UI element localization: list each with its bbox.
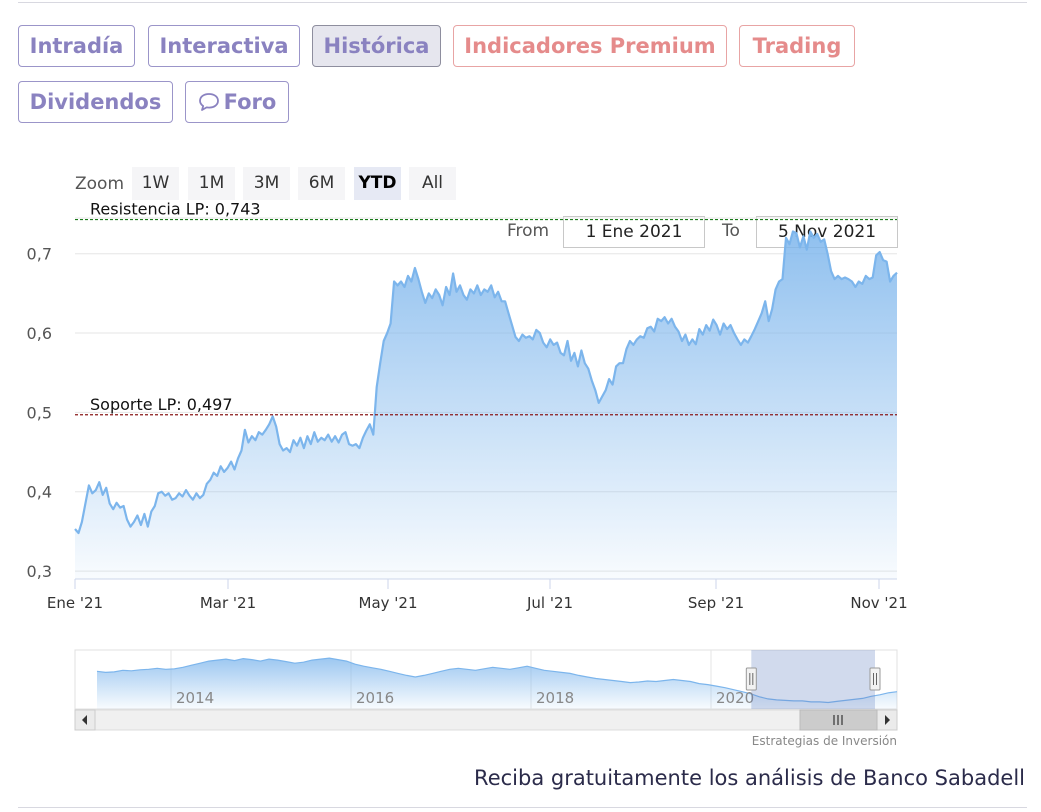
- tab-intradia[interactable]: Intradía: [18, 25, 135, 67]
- navigator-selection: [751, 650, 875, 709]
- x-tick-label: Jul '21: [526, 594, 573, 612]
- x-tick-label: Mar '21: [200, 594, 256, 612]
- y-tick-label: 0,6: [27, 324, 52, 343]
- navigator-year-label: 2018: [536, 689, 574, 707]
- tab-trading[interactable]: Trading: [739, 25, 855, 67]
- y-tick-label: 0,7: [27, 245, 52, 264]
- tab-interactiva[interactable]: Interactiva: [148, 25, 300, 67]
- x-tick-label: Ene '21: [47, 594, 103, 612]
- tab-foro[interactable]: Foro: [185, 81, 289, 123]
- newsletter-cta[interactable]: Reciba gratuitamente los análisis de Ban…: [474, 766, 1025, 790]
- navigator-frame: [74, 649, 898, 710]
- x-tick-label: Sep '21: [688, 594, 744, 612]
- tab-foro-label: Foro: [223, 90, 277, 114]
- zoom-label: Zoom: [75, 174, 125, 194]
- navigator-handle-right: [869, 667, 881, 691]
- y-tick-label: 0,3: [27, 562, 52, 581]
- chat-bubble-icon: [198, 92, 219, 111]
- price-line: [74, 230, 898, 535]
- navigator-handle-left: [745, 667, 757, 691]
- range-to-label: To: [722, 221, 740, 241]
- y-tick-label: 0,4: [27, 483, 52, 502]
- navigator-line: [96, 657, 898, 704]
- zoom-ytd-button[interactable]: YTD: [354, 167, 401, 200]
- zoom-all-button[interactable]: All: [409, 167, 456, 200]
- zoom-6m-button[interactable]: 6M: [298, 167, 345, 200]
- navigator-year-label: 2016: [356, 689, 394, 707]
- range-from-input[interactable]: 1 Ene 2021: [563, 216, 705, 248]
- zoom-1w-button[interactable]: 1W: [132, 167, 179, 200]
- price-area: [75, 231, 897, 579]
- scrollbar-thumb: [799, 709, 878, 731]
- tab-indicadores-premium[interactable]: Indicadores Premium: [453, 25, 727, 67]
- x-tick-label: Nov '21: [850, 594, 907, 612]
- scrollbar-right-button: [876, 709, 898, 731]
- range-to-input[interactable]: 5 Nov 2021: [756, 216, 898, 248]
- scroll-left-arrow-icon: [82, 715, 87, 725]
- x-tick-label: May '21: [359, 594, 418, 612]
- scrollbar-track: [74, 709, 898, 731]
- bottom-divider: [18, 807, 1027, 808]
- zoom-1m-button[interactable]: 1M: [188, 167, 235, 200]
- range-from-label: From: [507, 221, 550, 241]
- navigator-year-label: 2014: [176, 689, 214, 707]
- tab-dividendos[interactable]: Dividendos: [18, 81, 173, 123]
- y-tick-label: 0,5: [27, 403, 52, 422]
- scrollbar-left-button: [74, 709, 96, 731]
- navigator-area: [97, 658, 897, 709]
- chart-credit: Estrategias de Inversión: [751, 734, 897, 748]
- tab-historica[interactable]: Histórica: [312, 25, 441, 67]
- navigator-year-label: 2020: [716, 689, 754, 707]
- scroll-right-arrow-icon: [885, 715, 890, 725]
- resistance-label: Resistencia LP: 0,743: [90, 200, 261, 219]
- top-divider: [18, 2, 1027, 3]
- zoom-3m-button[interactable]: 3M: [243, 167, 290, 200]
- support-label: Soporte LP: 0,497: [90, 395, 233, 414]
